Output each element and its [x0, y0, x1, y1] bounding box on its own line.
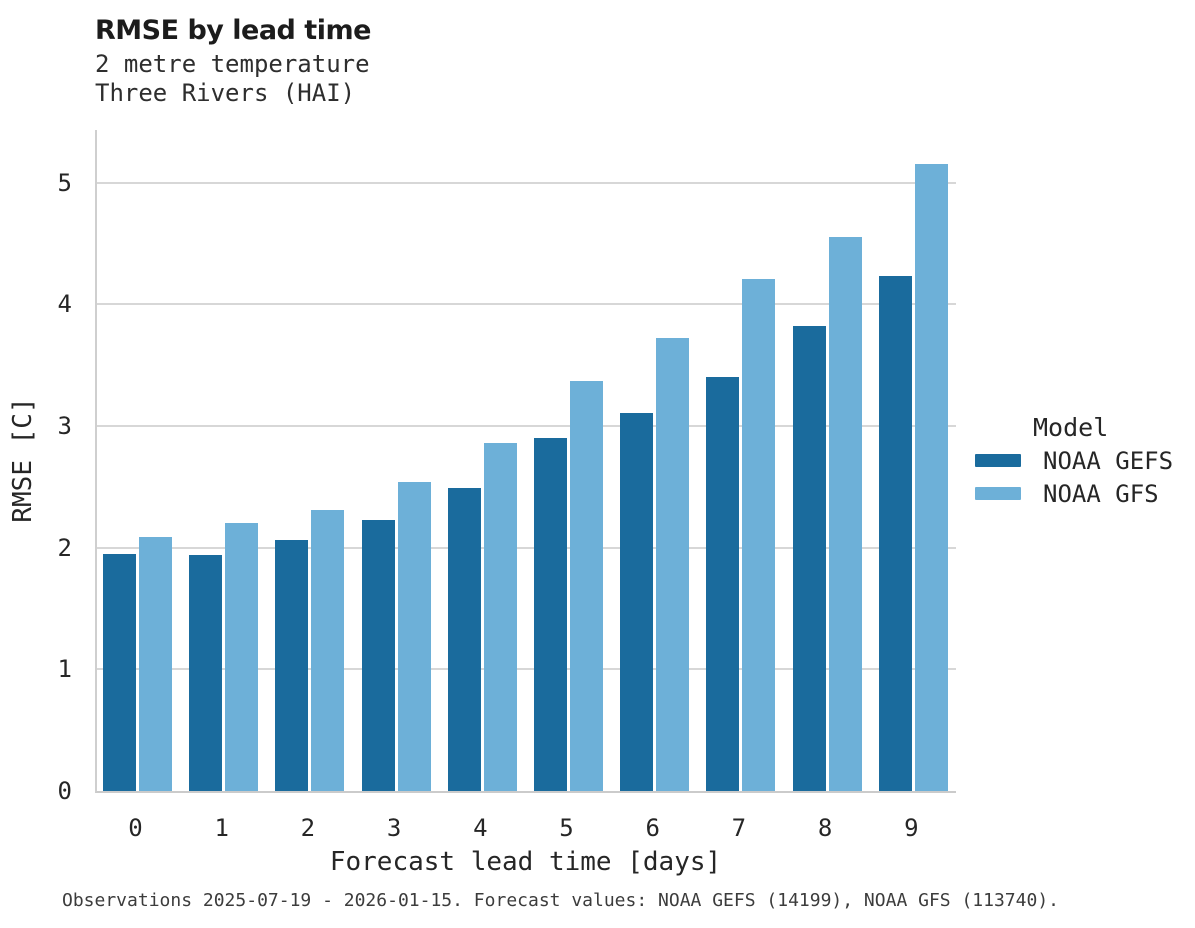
bar-noaa-gfs-day-1	[225, 523, 259, 791]
legend-entry-noaa-gfs: NOAA GFS	[975, 477, 1193, 510]
plot-area	[95, 130, 956, 793]
bar-noaa-gefs-day-9	[878, 276, 912, 791]
bar-noaa-gfs-day-6	[656, 338, 690, 791]
bar-noaa-gfs-day-2	[311, 510, 345, 791]
bar-noaa-gfs-day-9	[914, 164, 948, 791]
gridline-y1	[97, 668, 956, 671]
gridline-y2	[97, 546, 956, 549]
chart-subtitle-variable: 2 metre temperature	[95, 50, 370, 78]
legend-swatch-noaa-gfs	[975, 487, 1021, 500]
bar-noaa-gfs-day-4	[483, 443, 517, 791]
chart-subtitle: 2 metre temperature Three Rivers (HAI)	[95, 50, 370, 108]
legend-title: Model	[1033, 413, 1109, 442]
gridline-y5	[97, 181, 956, 184]
bar-noaa-gefs-day-6	[620, 413, 654, 791]
y-tick-label-2: 2	[57, 533, 72, 562]
x-tick-label-7: 7	[731, 814, 747, 842]
legend-entry-noaa-gefs: NOAA GEFS	[975, 444, 1193, 477]
x-tick-label-1: 1	[214, 814, 229, 842]
bar-noaa-gefs-day-8	[792, 326, 826, 791]
legend-swatch-noaa-gefs	[975, 454, 1021, 467]
bar-noaa-gefs-day-3	[361, 520, 395, 791]
legend-label-noaa-gfs: NOAA GFS	[1043, 479, 1159, 508]
x-tick-label-6: 6	[645, 814, 660, 842]
y-tick-label-3: 3	[57, 411, 72, 440]
bar-noaa-gfs-day-8	[828, 237, 862, 791]
y-tick-label-1: 1	[57, 655, 72, 684]
legend: Model NOAA GEFS NOAA GFS	[975, 412, 1193, 510]
legend-label-noaa-gefs: NOAA GEFS	[1043, 446, 1174, 475]
chart-subtitle-station: Three Rivers (HAI)	[95, 79, 356, 107]
bar-noaa-gefs-day-5	[534, 438, 567, 791]
gridline-y4	[97, 303, 956, 306]
chart-title: RMSE by lead time	[95, 15, 371, 46]
bar-noaa-gefs-day-2	[275, 540, 309, 791]
x-tick-label-2: 2	[300, 814, 316, 842]
bar-noaa-gefs-day-0	[103, 554, 136, 791]
y-tick-label-4: 4	[57, 290, 72, 319]
y-tick-label-5: 5	[57, 168, 72, 197]
footer-caption: Observations 2025-07-19 - 2026-01-15. Fo…	[62, 890, 1059, 911]
x-tick-label-4: 4	[473, 814, 488, 842]
bar-noaa-gefs-day-4	[447, 488, 481, 791]
bar-noaa-gfs-day-7	[742, 279, 776, 791]
bar-noaa-gefs-day-1	[189, 555, 223, 791]
x-axis-label: Forecast lead time [days]	[329, 847, 722, 877]
bar-noaa-gfs-day-0	[139, 537, 172, 791]
bar-noaa-gfs-day-3	[397, 482, 431, 791]
x-tick-label-8: 8	[817, 814, 833, 842]
bar-noaa-gfs-day-5	[570, 381, 603, 791]
x-tick-label-5: 5	[559, 814, 574, 842]
bar-noaa-gefs-day-7	[706, 377, 740, 791]
x-tick-label-3: 3	[386, 814, 402, 842]
x-tick-label-0: 0	[128, 814, 143, 842]
gridline-y3	[97, 424, 956, 427]
y-tick-label-0: 0	[57, 777, 72, 805]
x-tick-label-9: 9	[904, 814, 919, 842]
